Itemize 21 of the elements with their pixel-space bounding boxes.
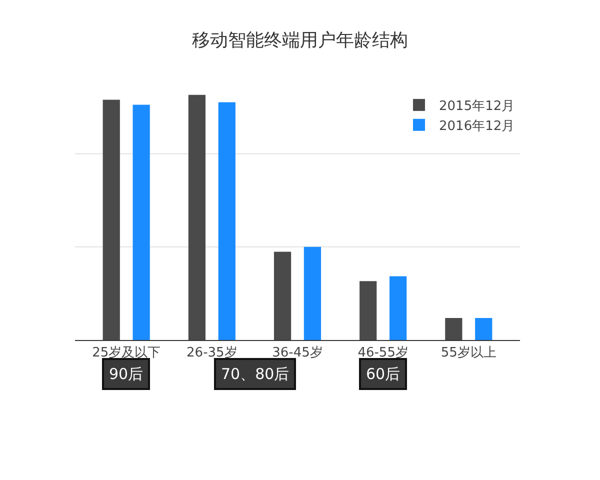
x-tick-label: 55岁以上 [440,346,496,361]
x-tick-label: 26-35岁 [186,346,238,361]
bar [304,246,322,340]
bar [188,94,206,340]
bar [102,100,120,340]
text: 90后 [109,365,144,383]
bar [274,252,292,340]
bar [360,281,377,340]
bar [218,102,236,340]
text: 70、80后 [221,365,290,383]
bar [475,318,492,340]
text: 60后 [366,365,400,383]
legend-label: 2016年12月 [439,118,515,134]
legend-label: 2015年12月 [439,99,515,114]
bar [390,276,407,340]
bar [132,104,150,340]
bar [445,318,462,340]
x-tick-label: 36-45岁 [272,346,323,361]
chart-title: 移动智能终端用户年龄结构 [192,30,408,52]
x-tick-label: 46-55岁 [358,346,408,361]
x-tick-label: 25岁及以下 [92,346,161,361]
